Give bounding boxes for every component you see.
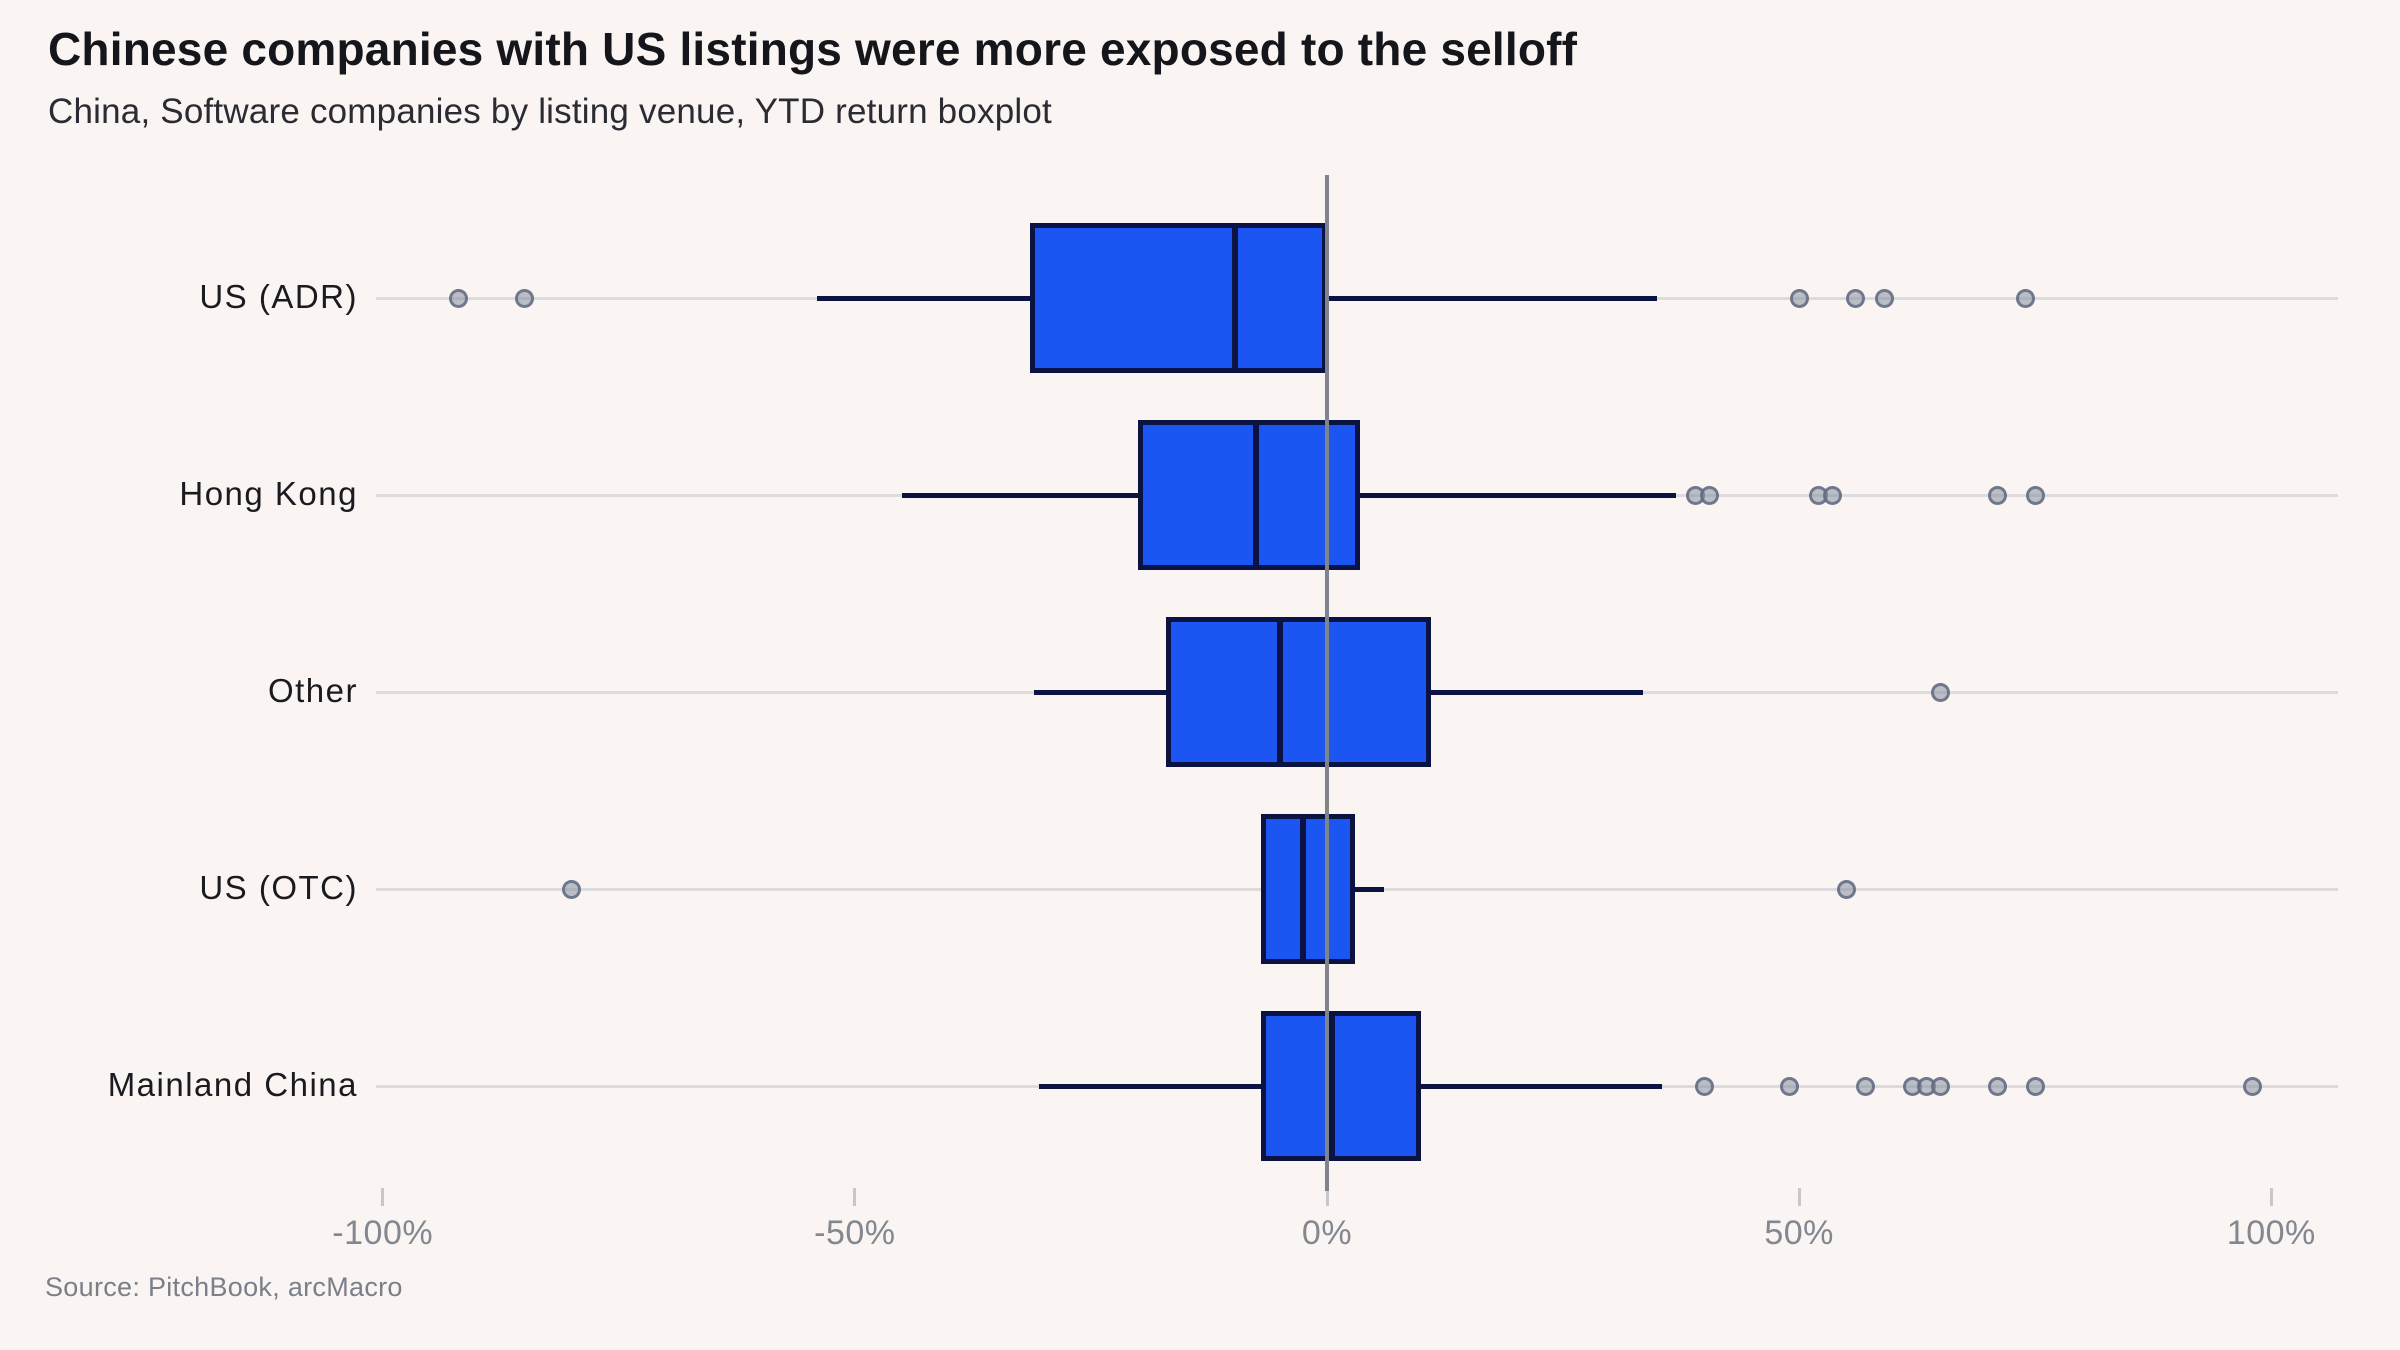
- outlier-dot-hong-kong[interactable]: [1822, 485, 1842, 505]
- x-axis-tick-label-100pct: 100%: [2226, 1214, 2316, 1252]
- median-line-mainland-china: [1328, 1015, 1335, 1157]
- y-axis-label-us-adr: US (ADR): [199, 278, 358, 315]
- x-axis-tick-50pct: [1797, 1188, 1801, 1206]
- median-line-hong-kong: [1253, 424, 1260, 566]
- box-other[interactable]: [1166, 617, 1431, 767]
- source-note: Source: PitchBook, arcMacro: [45, 1272, 403, 1302]
- outlier-dot-hong-kong[interactable]: [1699, 485, 1719, 505]
- x-axis-tick-label-50pct: 50%: [1764, 1214, 1834, 1252]
- outlier-dot-mainland-china[interactable]: [1780, 1076, 1800, 1096]
- outlier-dot-us-otc[interactable]: [562, 879, 582, 899]
- median-line-us-adr: [1232, 227, 1239, 369]
- y-axis-label-mainland-china: Mainland China: [107, 1066, 358, 1103]
- outlier-dot-us-adr[interactable]: [514, 288, 534, 308]
- outlier-dot-hong-kong[interactable]: [1987, 485, 2007, 505]
- outlier-dot-mainland-china[interactable]: [2025, 1076, 2045, 1096]
- chart-title: Chinese companies with US listings were …: [48, 23, 1578, 75]
- outlier-dot-hong-kong[interactable]: [2025, 485, 2045, 505]
- outlier-dot-us-adr[interactable]: [1874, 288, 1894, 308]
- outlier-dot-other[interactable]: [1931, 682, 1951, 702]
- x-axis-tick-label-0pct: 0%: [1301, 1214, 1353, 1252]
- median-line-us-otc: [1300, 818, 1307, 960]
- outlier-dot-mainland-china[interactable]: [1987, 1076, 2007, 1096]
- outlier-dot-mainland-china[interactable]: [1855, 1076, 1875, 1096]
- zero-reference-line: [1325, 175, 1329, 1191]
- outlier-dot-us-adr[interactable]: [1789, 288, 1809, 308]
- box-hong-kong[interactable]: [1138, 420, 1361, 570]
- box-us-otc[interactable]: [1260, 814, 1356, 964]
- x-axis-tick-label--100pct: -100%: [332, 1214, 434, 1252]
- x-axis-tick-label--50pct: -50%: [814, 1214, 896, 1252]
- x-axis-tick--100pct: [381, 1188, 385, 1206]
- box-mainland-china[interactable]: [1260, 1011, 1422, 1161]
- y-axis-label-hong-kong: Hong Kong: [179, 475, 358, 512]
- y-axis-label-other: Other: [267, 672, 358, 709]
- x-axis-tick-100pct: [2269, 1188, 2273, 1206]
- outlier-dot-us-adr[interactable]: [2016, 288, 2036, 308]
- outlier-dot-mainland-china[interactable]: [1931, 1076, 1951, 1096]
- outlier-dot-us-adr[interactable]: [448, 288, 468, 308]
- chart-subtitle: China, Software companies by listing ven…: [48, 92, 1052, 131]
- box-us-adr[interactable]: [1029, 223, 1327, 373]
- outlier-dot-mainland-china[interactable]: [1695, 1076, 1715, 1096]
- x-axis-tick-0pct: [1325, 1188, 1329, 1206]
- x-axis-tick--50pct: [853, 1188, 857, 1206]
- y-axis-label-us-otc: US (OTC): [199, 869, 358, 906]
- outlier-dot-mainland-china[interactable]: [2242, 1076, 2262, 1096]
- median-line-other: [1276, 621, 1283, 763]
- outlier-dot-us-otc[interactable]: [1836, 879, 1856, 899]
- outlier-dot-us-adr[interactable]: [1846, 288, 1866, 308]
